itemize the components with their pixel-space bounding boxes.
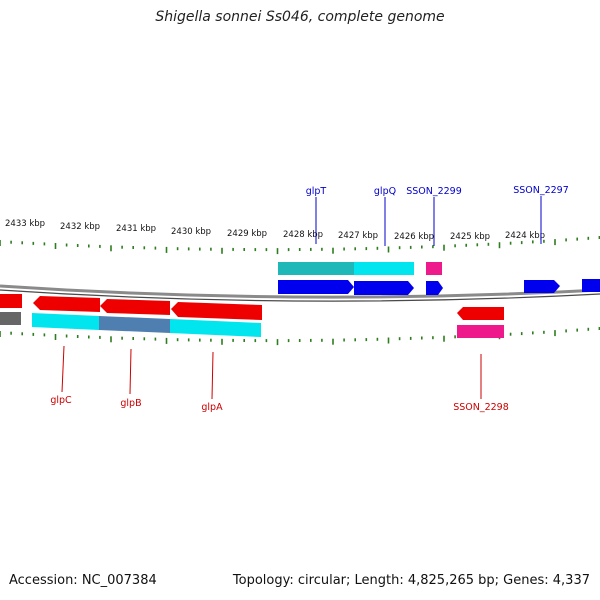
leader-glpB: [129, 348, 132, 395]
gene-arrow-SSON_2299[interactable]: [426, 281, 443, 295]
gene-arrow-right-edge[interactable]: [582, 279, 600, 292]
kbp-label-2426: 2426 kbp: [394, 232, 434, 242]
kbp-label-2431: 2431 kbp: [116, 224, 156, 234]
gene-arrow-glpT[interactable]: [278, 280, 354, 294]
kbp-label-2432: 2432 kbp: [60, 222, 100, 232]
reverse-cds-glpB: [99, 316, 170, 333]
forward-cds-glpT: [278, 262, 354, 275]
forward-rna-SSON_2299: [426, 262, 442, 275]
gene-label-glpB[interactable]: glpB: [120, 398, 141, 409]
kbp-label-2433: 2433 kbp: [5, 219, 45, 229]
forward-cds-glpQ: [354, 262, 414, 275]
reverse-cds-glpC: [32, 313, 99, 330]
gene-arrow-glpC[interactable]: [33, 296, 100, 312]
gene-label-glpT[interactable]: glpT: [306, 186, 327, 197]
reverse-cds-left-edge: [0, 312, 21, 325]
leader-glpC: [61, 345, 65, 393]
kbp-label-2425: 2425 kbp: [450, 232, 490, 242]
gene-arrow-glpB[interactable]: [100, 299, 170, 315]
gene-arrow-glpA[interactable]: [171, 302, 262, 320]
gene-label-SSON_2298[interactable]: SSON_2298: [453, 402, 509, 413]
lower-tick-row: [0, 327, 600, 346]
gene-arrow-glpQ[interactable]: [354, 281, 414, 295]
gene-label-glpA[interactable]: glpA: [201, 402, 223, 413]
gene-arrow-SSON_2298[interactable]: [457, 307, 504, 320]
gene-label-glpQ[interactable]: glpQ: [374, 186, 396, 197]
reverse-cds-glpA: [170, 319, 261, 337]
map-title: Shigella sonnei Ss046, complete genome: [155, 9, 445, 25]
kbp-label-2428: 2428 kbp: [283, 230, 323, 240]
backbone-outer: [0, 284, 600, 299]
reverse-rna-SSON_2298: [457, 325, 504, 338]
kbp-scale: 2433 kbp 2432 kbp 2431 kbp 2430 kbp 2429…: [5, 219, 545, 242]
gene-arrow-left-edge[interactable]: [0, 294, 22, 308]
kbp-label-2429: 2429 kbp: [227, 229, 267, 239]
kbp-label-2424: 2424 kbp: [505, 231, 545, 241]
gene-arrow-SSON_2297[interactable]: [524, 280, 560, 293]
leader-glpA: [211, 351, 214, 400]
backbone-inner: [0, 289, 600, 302]
gene-label-SSON_2299[interactable]: SSON_2299: [406, 186, 462, 197]
leader-lines: [61, 196, 542, 400]
topology-text: Topology: circular; Length: 4,825,265 bp…: [232, 573, 590, 588]
gene-label-glpC[interactable]: glpC: [50, 395, 72, 406]
kbp-label-2427: 2427 kbp: [338, 231, 378, 241]
accession-text: Accession: NC_007384: [9, 573, 157, 588]
upper-tick-row: [0, 236, 600, 255]
gene-label-SSON_2297[interactable]: SSON_2297: [513, 185, 569, 196]
kbp-label-2430: 2430 kbp: [171, 227, 211, 237]
